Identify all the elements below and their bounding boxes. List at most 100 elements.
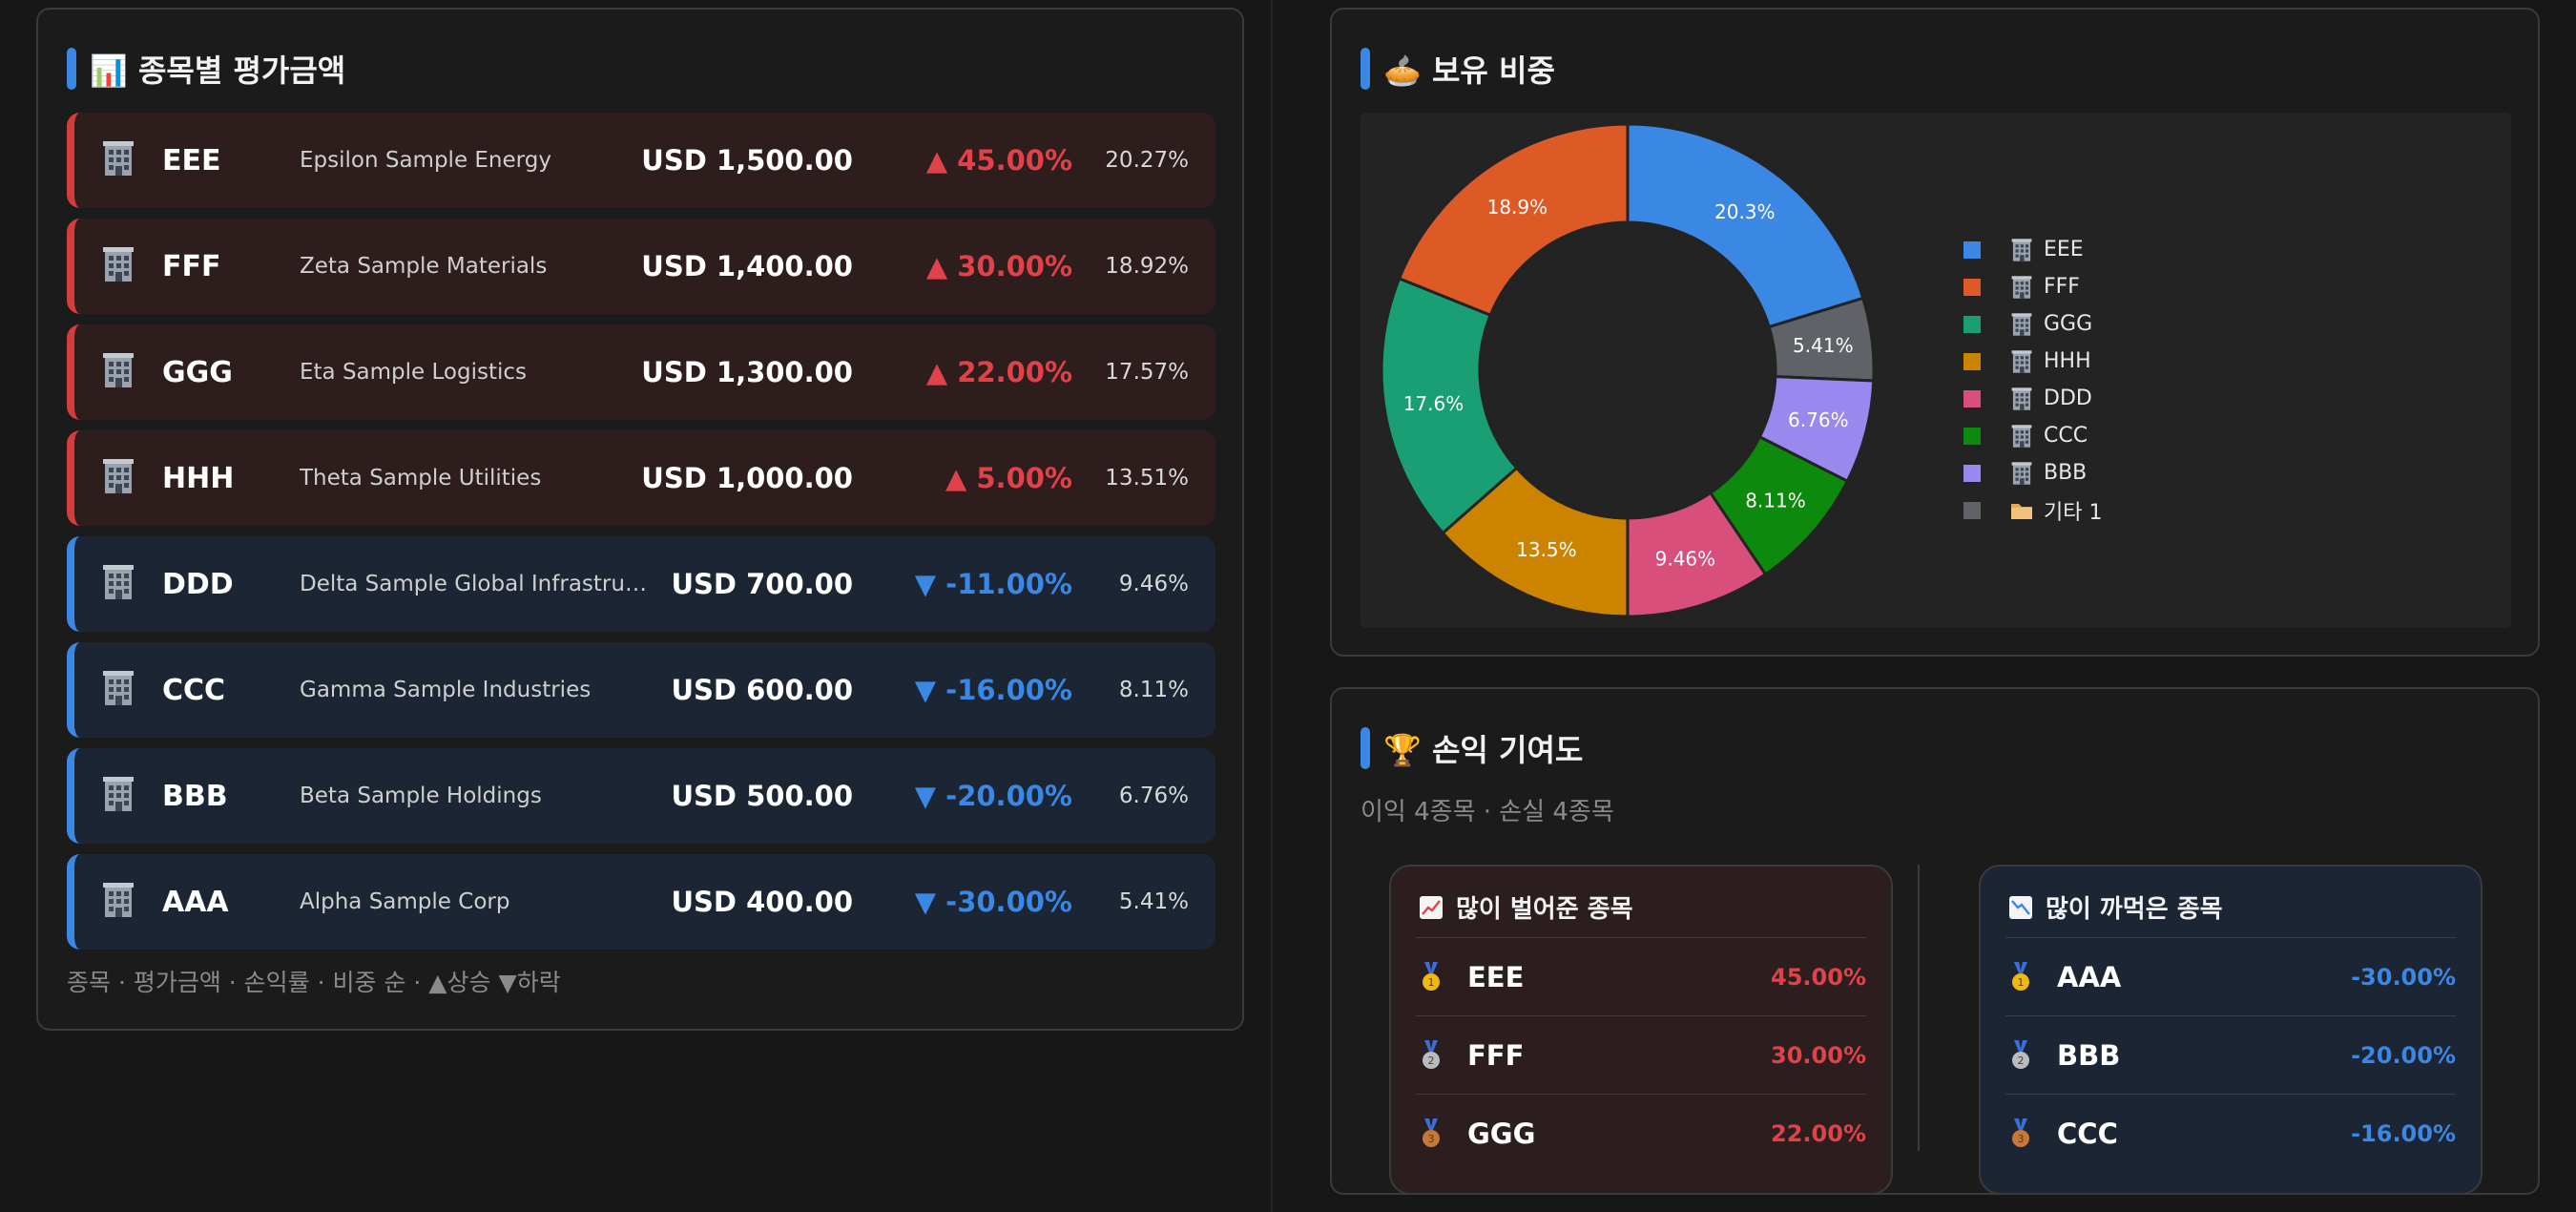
ranking-pct: 22.00% — [1771, 1119, 1866, 1147]
legend-item[interactable]: CCC — [1963, 417, 2102, 454]
ranking-item[interactable]: 2 BBB -20.00% — [2005, 1015, 2456, 1094]
legend-item[interactable]: BBB — [1963, 454, 2102, 491]
holding-value: USD 1,000.00 — [641, 462, 853, 494]
holding-value: USD 1,400.00 — [641, 250, 853, 282]
legend-swatch — [1963, 352, 1981, 370]
building-icon — [101, 563, 135, 601]
bronze-medal-icon: 3 — [2009, 1118, 2032, 1149]
holding-name: Theta Sample Utilities — [300, 466, 542, 491]
donut-slice-8[interactable] — [1397, 122, 1630, 318]
holding-name: Eta Sample Logistics — [300, 360, 527, 385]
donut-slice-1[interactable] — [1626, 122, 1865, 329]
ranking-item[interactable]: 3 GGG 22.00% — [1416, 1094, 1866, 1172]
legend-label: BBB — [2044, 461, 2088, 485]
ranking-pct: -16.00% — [2351, 1119, 2456, 1147]
ranking-ticker: FFF — [1467, 1038, 1525, 1072]
holding-ticker: AAA — [162, 885, 229, 919]
bronze-medal-icon: 3 — [1420, 1118, 1443, 1149]
ranking-item[interactable]: 1 EEE 45.00% — [1416, 937, 1866, 1015]
building-icon — [2009, 275, 2034, 300]
legend-label: CCC — [2044, 424, 2088, 448]
top-losers-list: 1 AAA -30.00% 2 BBB -20.00% 3 CCC -16.00% — [2005, 937, 2456, 1172]
legend-label: EEE — [2044, 238, 2084, 261]
chart-down-icon — [2009, 895, 2032, 919]
donut-slice-label: 6.76% — [1788, 408, 1849, 431]
ranking-ticker: EEE — [1467, 960, 1525, 993]
building-icon — [101, 139, 135, 178]
top-gainers-header: 많이 벌어준 종목 — [1418, 889, 1633, 925]
top-losers-card: 많이 까먹은 종목 1 AAA -30.00% 2 BBB -20.00% 3 CCC -16.… — [1979, 865, 2483, 1195]
holding-row-hhh[interactable]: HHH Theta Sample Utilities USD 1,000.00 ▲ 5… — [67, 430, 1215, 526]
holding-change: ▲ 45.00% — [925, 144, 1072, 177]
allocation-header: 🥧 보유 비중 — [1361, 48, 1555, 90]
donut-slice-label: 8.11% — [1745, 489, 1806, 512]
ranking-pct: 45.00% — [1771, 963, 1866, 991]
allocation-title: 🥧 보유 비중 — [1383, 52, 1555, 89]
holding-row-ccc[interactable]: CCC Gamma Sample Industries USD 600.00 ▼ -1… — [67, 642, 1215, 738]
holding-row-bbb[interactable]: BBB Beta Sample Holdings USD 500.00 ▼ -20.0… — [67, 748, 1215, 844]
holding-value: USD 1,300.00 — [641, 356, 853, 388]
holding-name: Alpha Sample Corp — [300, 889, 510, 914]
accent-bar — [1361, 727, 1370, 769]
ranking-pct: -20.00% — [2351, 1041, 2456, 1069]
accent-bar — [67, 48, 76, 90]
building-icon — [101, 881, 135, 919]
holding-weight: 13.51% — [1105, 466, 1189, 491]
holding-ticker: GGG — [162, 355, 233, 389]
holding-name: Zeta Sample Materials — [300, 254, 548, 279]
legend-swatch — [1963, 240, 1981, 259]
legend-item[interactable]: EEE — [1963, 231, 2102, 268]
svg-text:3: 3 — [2018, 1133, 2025, 1145]
holding-weight: 8.11% — [1118, 678, 1189, 702]
ranking-item[interactable]: 2 FFF 30.00% — [1416, 1015, 1866, 1094]
holding-ticker: BBB — [162, 779, 228, 813]
accent-bar — [1361, 48, 1370, 90]
legend-item[interactable]: FFF — [1963, 268, 2102, 305]
donut-slice-7[interactable] — [1380, 276, 1519, 535]
ranking-ticker: AAA — [2057, 960, 2122, 993]
holding-row-ggg[interactable]: GGG Eta Sample Logistics USD 1,300.00 ▲ 22.… — [67, 324, 1215, 420]
building-icon — [101, 351, 135, 389]
legend-item[interactable]: HHH — [1963, 343, 2102, 380]
holding-weight: 5.41% — [1118, 889, 1189, 914]
building-icon — [2009, 312, 2034, 337]
holding-row-aaa[interactable]: AAA Alpha Sample Corp USD 400.00 ▼ -30.00% 5… — [67, 854, 1215, 950]
holdings-footer: 종목 · 평가금액 · 손익률 · 비중 순 · ▲상승 ▼하락 — [67, 969, 561, 996]
holding-name: Beta Sample Holdings — [300, 784, 542, 808]
ranking-item[interactable]: 3 CCC -16.00% — [2005, 1094, 2456, 1172]
holding-weight: 6.76% — [1118, 784, 1189, 808]
contribution-header: 🏆 손익 기여도 — [1361, 727, 1583, 769]
holding-row-fff[interactable]: FFF Zeta Sample Materials USD 1,400.00 ▲ 30… — [67, 219, 1215, 314]
holding-name: Delta Sample Global Infrastructure… — [300, 572, 653, 596]
chart-legend: EEE FFF GGG HHH DDD CCC BBB 기타 1 — [1963, 231, 2102, 529]
legend-swatch — [1963, 501, 1981, 519]
gold-medal-icon: 1 — [2009, 961, 2032, 993]
holding-value: USD 600.00 — [671, 674, 853, 706]
building-icon — [101, 245, 135, 283]
holding-row-ddd[interactable]: DDD Delta Sample Global Infrastructure… US… — [67, 536, 1215, 632]
holding-value: USD 500.00 — [671, 780, 853, 812]
legend-swatch — [1963, 278, 1981, 296]
ranking-item[interactable]: 1 AAA -30.00% — [2005, 937, 2456, 1015]
holding-value: USD 1,500.00 — [641, 144, 853, 177]
svg-text:1: 1 — [1428, 976, 1435, 989]
legend-label: HHH — [2044, 349, 2091, 373]
gold-medal-icon: 1 — [1420, 961, 1443, 993]
building-icon — [2009, 461, 2034, 486]
holding-change: ▲ 5.00% — [945, 462, 1072, 494]
top-losers-header: 많이 까먹은 종목 — [2007, 889, 2223, 925]
holding-name: Epsilon Sample Energy — [300, 148, 551, 173]
holding-row-eee[interactable]: EEE Epsilon Sample Energy USD 1,500.00 ▲ 45… — [67, 113, 1215, 208]
contribution-title: 🏆 손익 기여도 — [1383, 732, 1584, 768]
legend-item[interactable]: GGG — [1963, 305, 2102, 343]
holding-change: ▲ 22.00% — [925, 356, 1072, 388]
svg-text:3: 3 — [1428, 1133, 1435, 1145]
holding-ticker: HHH — [162, 461, 235, 495]
legend-label: DDD — [2044, 387, 2092, 410]
top-gainers-list: 1 EEE 45.00% 2 FFF 30.00% 3 GGG 22.00% — [1416, 937, 1866, 1172]
legend-item[interactable]: DDD — [1963, 380, 2102, 417]
legend-swatch — [1963, 427, 1981, 445]
legend-item[interactable]: 기타 1 — [1963, 491, 2102, 529]
top-gainers-title: 많이 벌어준 종목 — [1456, 895, 1633, 924]
legend-swatch — [1963, 315, 1981, 333]
